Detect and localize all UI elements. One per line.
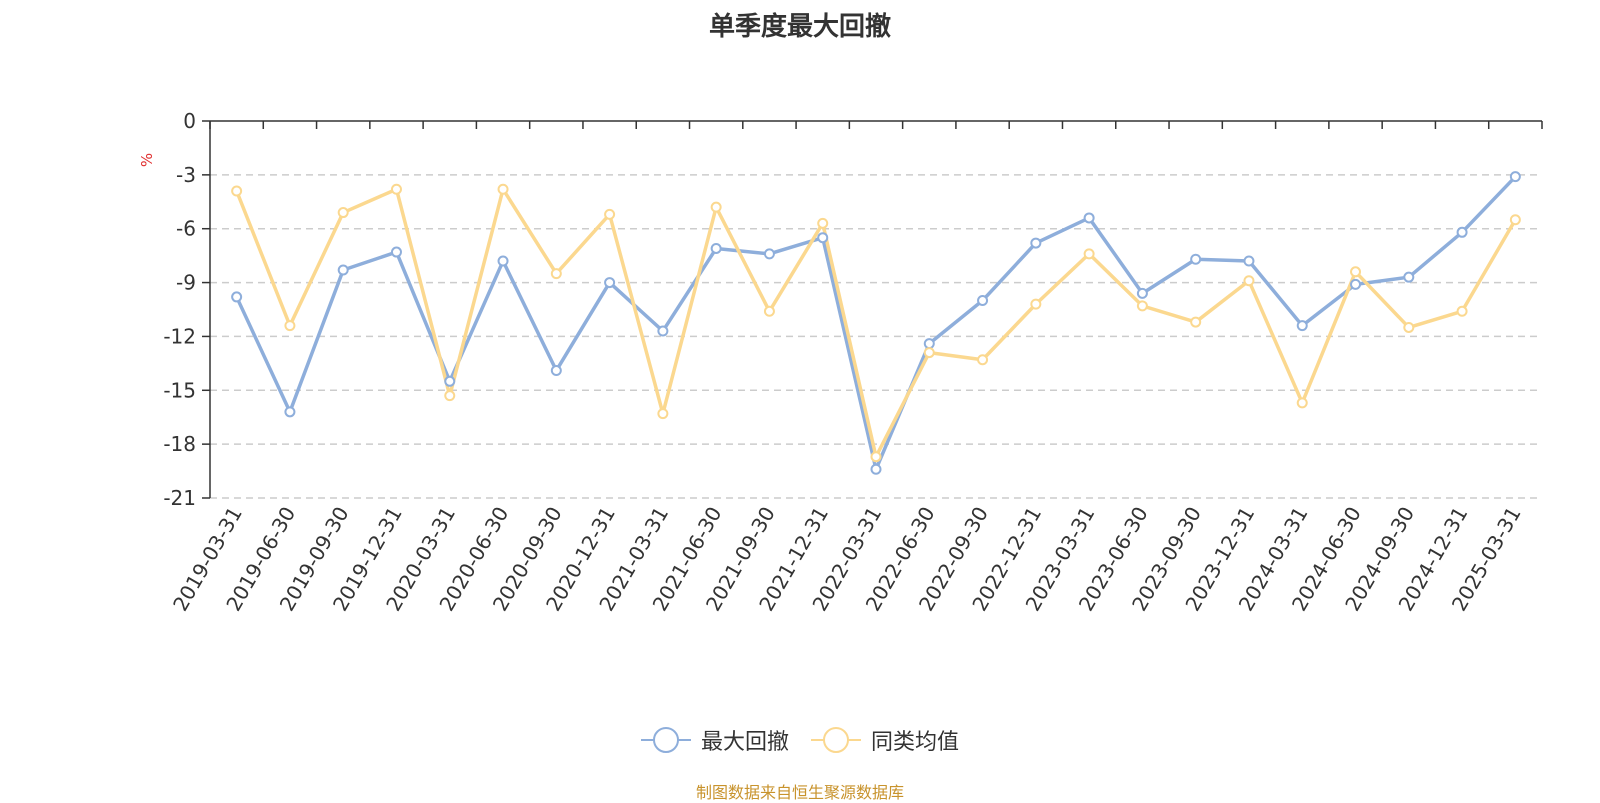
series-lines	[231, 171, 1521, 475]
data-point-series-2	[977, 354, 989, 366]
y-tick-label: -18	[163, 432, 196, 456]
data-point-series-2	[604, 208, 616, 220]
data-point-series-1	[1083, 212, 1095, 224]
legend-swatch-peer-average	[811, 727, 861, 753]
data-point-series-2	[1350, 266, 1362, 278]
data-point-series-1	[1350, 278, 1362, 290]
y-tick-label: -12	[163, 324, 196, 348]
data-point-series-2	[1243, 275, 1255, 287]
data-point-series-1	[497, 255, 509, 267]
data-point-series-1	[390, 246, 402, 258]
data-point-series-2	[1403, 321, 1415, 333]
legend-swatch-drawdown	[640, 727, 691, 753]
y-tick-label: -15	[163, 378, 196, 402]
data-point-series-2	[657, 408, 669, 420]
data-point-series-2	[1190, 316, 1202, 328]
legend-label-drawdown: 最大回撤	[700, 730, 789, 755]
data-point-series-1	[444, 375, 456, 387]
data-point-series-1	[1296, 320, 1308, 332]
series-line-1	[235, 175, 1517, 472]
data-point-series-2	[817, 217, 829, 229]
data-point-series-2	[870, 451, 882, 463]
y-tick-label: -6	[176, 217, 196, 241]
y-tick-label: -21	[163, 486, 196, 510]
data-point-series-2	[550, 268, 562, 280]
x-tick-labels: 2019-03-312019-06-302019-09-302019-12-31…	[168, 502, 1526, 615]
data-point-series-1	[337, 264, 349, 276]
chart-title: 单季度最大回撤	[708, 12, 891, 42]
y-tick-labels: 0 -3 -6 -9 -12 -15 -18 -21	[163, 109, 196, 510]
data-point-series-1	[550, 365, 562, 377]
data-point-series-1	[1190, 253, 1202, 265]
data-point-series-2	[390, 183, 402, 195]
data-point-series-2	[231, 185, 243, 197]
data-point-series-2	[1456, 305, 1468, 317]
data-point-series-1	[817, 232, 829, 244]
data-point-series-2	[497, 183, 509, 195]
source-note: 制图数据来自恒生聚源数据库	[695, 783, 904, 802]
data-point-series-2	[1030, 298, 1042, 310]
data-point-series-2	[1136, 300, 1148, 312]
y-tick-label: -9	[176, 271, 196, 295]
data-point-series-2	[1083, 248, 1095, 260]
data-point-series-1	[1456, 226, 1468, 238]
data-point-series-2	[444, 390, 456, 402]
data-point-series-1	[1403, 271, 1415, 283]
data-point-series-2	[1296, 397, 1308, 409]
legend: 最大回撤 同类均值	[0, 724, 1600, 756]
data-point-series-1	[231, 291, 243, 303]
data-point-series-1	[977, 295, 989, 307]
data-point-series-2	[923, 347, 935, 359]
data-point-series-2	[710, 201, 722, 213]
data-point-series-1	[1509, 171, 1521, 183]
data-point-series-1	[604, 277, 616, 289]
data-point-series-2	[763, 305, 775, 317]
data-point-series-1	[763, 248, 775, 260]
data-point-series-1	[710, 242, 722, 254]
data-point-series-2	[1509, 214, 1521, 226]
axes	[202, 120, 1543, 499]
y-tick-label: -3	[176, 163, 196, 187]
y-axis-unit-label: %	[138, 153, 156, 167]
legend-item-peer-average[interactable]: 同类均值	[811, 724, 959, 756]
data-point-series-2	[337, 207, 349, 219]
legend-label-peer-average: 同类均值	[871, 730, 960, 755]
data-point-series-1	[1243, 255, 1255, 267]
data-point-series-2	[284, 320, 296, 332]
data-point-series-1	[870, 463, 882, 475]
legend-item-drawdown[interactable]: 最大回撤	[640, 724, 789, 756]
y-tick-label: 0	[183, 109, 196, 133]
data-point-series-1	[657, 325, 669, 337]
data-point-series-1	[923, 338, 935, 350]
data-point-series-1	[1136, 287, 1148, 299]
data-point-series-1	[1030, 237, 1042, 249]
data-point-series-1	[284, 406, 296, 418]
